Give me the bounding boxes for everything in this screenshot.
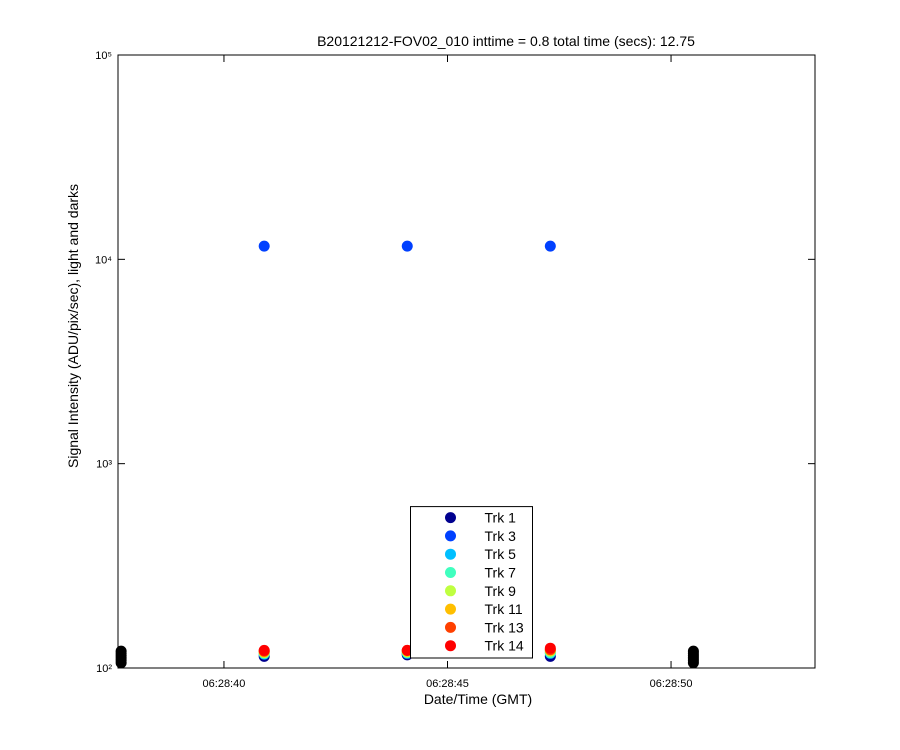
data-point <box>258 644 270 656</box>
legend-label: Trk 1 <box>485 510 517 526</box>
data-point <box>115 645 127 657</box>
x-tick-label: 06:28:45 <box>426 678 469 690</box>
y-axis-label: Signal Intensity (ADU/pix/sec), light an… <box>65 184 81 468</box>
legend-marker <box>445 548 456 560</box>
legend-marker <box>445 640 456 652</box>
legend-marker <box>445 512 456 524</box>
y-tick-label: 10⁴ <box>95 254 112 266</box>
data-point <box>401 240 413 252</box>
data-point <box>258 240 270 252</box>
data-point <box>544 642 556 654</box>
legend-label: Trk 11 <box>485 601 523 617</box>
x-tick-label: 06:28:50 <box>650 678 693 690</box>
x-axis-label: Date/Time (GMT) <box>424 691 532 707</box>
data-point <box>687 645 699 657</box>
legend-label: Trk 5 <box>485 546 517 562</box>
chart-title: B20121212-FOV02_010 inttime = 0.8 total … <box>317 33 695 49</box>
legend-marker <box>445 567 456 578</box>
y-tick-label: 10³ <box>96 459 112 471</box>
legend-label: Trk 7 <box>485 565 517 581</box>
legend-marker <box>445 530 456 542</box>
legend-marker <box>445 603 456 615</box>
y-tick-label: 10⁵ <box>95 50 112 62</box>
legend-label: Trk 3 <box>485 528 517 544</box>
legend-label: Trk 13 <box>485 619 524 635</box>
data-point <box>544 240 556 252</box>
legend: Trk 1 Trk 3 Trk 5 Trk 7 Trk 9 Trk 11 Trk 13 Trk… <box>410 506 533 659</box>
legend-box <box>410 506 533 659</box>
legend-label: Trk 9 <box>485 583 517 599</box>
x-tick-label: 06:28:40 <box>203 678 246 690</box>
legend-marker <box>445 621 456 633</box>
legend-label: Trk 14 <box>485 638 524 654</box>
legend-marker <box>445 585 456 597</box>
y-tick-label: 10² <box>96 663 112 675</box>
